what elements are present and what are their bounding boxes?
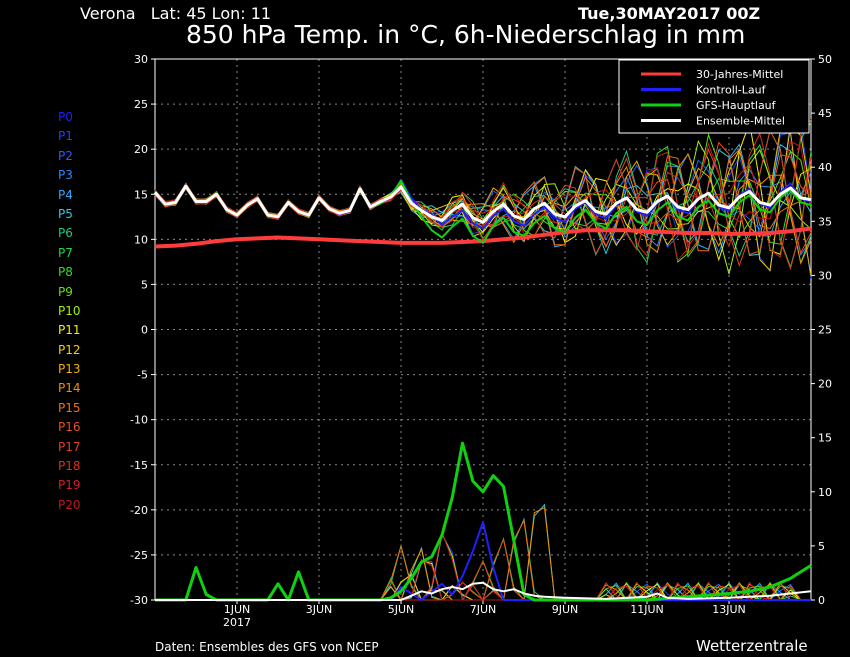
member-label-p8: P8 (58, 265, 73, 280)
y-right-tick-label: 50 (818, 53, 832, 66)
y-right-tick-label: 10 (818, 486, 832, 499)
member-label-p12: P12 (58, 342, 81, 357)
y-right-tick-label: 5 (818, 540, 825, 553)
y-right-tick-label: 30 (818, 269, 832, 282)
member-label-p10: P10 (58, 303, 81, 318)
y-left-tick-label: -15 (130, 459, 148, 472)
run-date-label: Tue,30MAY2017 00Z (578, 4, 761, 23)
y-left-tick-label: 25 (134, 98, 148, 111)
member-label-p3: P3 (58, 168, 73, 183)
y-left-tick-label: 0 (141, 324, 148, 337)
y-left-tick-label: 10 (134, 233, 148, 246)
member-label-p4: P4 (58, 187, 73, 202)
member-label-p7: P7 (58, 245, 73, 260)
legend-label: Ensemble-Mittel (696, 115, 785, 128)
y-right-tick-label: 35 (818, 215, 832, 228)
member-label-p5: P5 (58, 206, 73, 221)
x-tick-label: 7JUN (470, 603, 497, 616)
x-tick-label: 13JUN (712, 603, 746, 616)
x-tick-label: 9JUN (552, 603, 579, 616)
series-line-ensemble-mittel (155, 581, 812, 601)
legend-label: GFS-Hauptlauf (696, 99, 777, 112)
y-left-tick-label: -20 (130, 504, 148, 517)
x-tick-label: 1JUN (224, 603, 251, 616)
series-line-gfs-hauptlauf (155, 441, 812, 602)
y-right-tick-label: 20 (818, 378, 832, 391)
y-left-tick-label: 15 (134, 188, 148, 201)
member-list: P0 P1 P2 P3 P4 P5 P6 P7 P8 P9 P10 P11 P12 P13 P14 P15 P1… (58, 108, 81, 515)
y-left-tick-label: 30 (134, 53, 148, 66)
location-label: Verona Lat: 45 Lon: 11 (80, 4, 272, 23)
y-left-tick-label: -10 (130, 414, 148, 427)
x-tick-sublabel: 2017 (223, 616, 251, 629)
y-axis-right: 0 5 10 15 20 25 30 35 40 45 50 (811, 53, 832, 607)
x-tick-label: 5JUN (388, 603, 415, 616)
member-label-p17: P17 (58, 439, 81, 454)
member-label-p16: P16 (58, 420, 81, 435)
y-left-tick-label: -30 (130, 594, 148, 607)
brand-label: Wetterzentrale (696, 637, 808, 655)
legend: 30-Jahres-Mittel Kontroll-Lauf GFS-Hauptla… (618, 59, 810, 134)
member-label-p2: P2 (58, 148, 73, 163)
y-right-tick-label: 15 (818, 432, 832, 445)
y-left-tick-label: 20 (134, 143, 148, 156)
member-label-p9: P9 (58, 284, 73, 299)
member-label-p13: P13 (58, 362, 81, 377)
series-lines (153, 178, 812, 602)
x-tick-label: 11JUN (630, 603, 664, 616)
y-left-tick-label: -5 (137, 369, 148, 382)
grid (155, 59, 811, 600)
y-axis-left: -30 -25 -20 -15 -10 -5 0 5 10 15 20 25 30 (130, 53, 155, 607)
series-line-kontroll-lauf (155, 521, 811, 601)
member-label-p6: P6 (58, 226, 73, 241)
member-label-p11: P11 (58, 323, 81, 338)
legend-label: 30-Jahres-Mittel (696, 68, 783, 81)
y-left-tick-label: -25 (130, 549, 148, 562)
y-right-tick-label: 40 (818, 161, 832, 174)
x-tick-label: 3JUN (306, 603, 333, 616)
member-label-p18: P18 (58, 459, 81, 474)
member-label-p15: P15 (58, 400, 81, 415)
chart-title: 850 hPa Temp. in °C, 6h-Niederschlag in … (186, 20, 746, 49)
y-right-tick-label: 45 (818, 107, 832, 120)
series-line-ensemble-mittel (153, 184, 812, 224)
y-right-tick-label: 25 (818, 324, 832, 337)
member-label-p0: P0 (58, 110, 73, 124)
member-label-p20: P20 (58, 497, 81, 512)
member-label-p14: P14 (58, 381, 81, 396)
legend-label: Kontroll-Lauf (696, 84, 767, 97)
y-left-tick-label: 5 (141, 278, 148, 291)
y-right-tick-label: 0 (818, 594, 825, 607)
source-credit: Daten: Ensembles des GFS von NCEP (155, 640, 379, 654)
member-label-p19: P19 (58, 478, 81, 493)
member-label-p1: P1 (58, 129, 73, 144)
